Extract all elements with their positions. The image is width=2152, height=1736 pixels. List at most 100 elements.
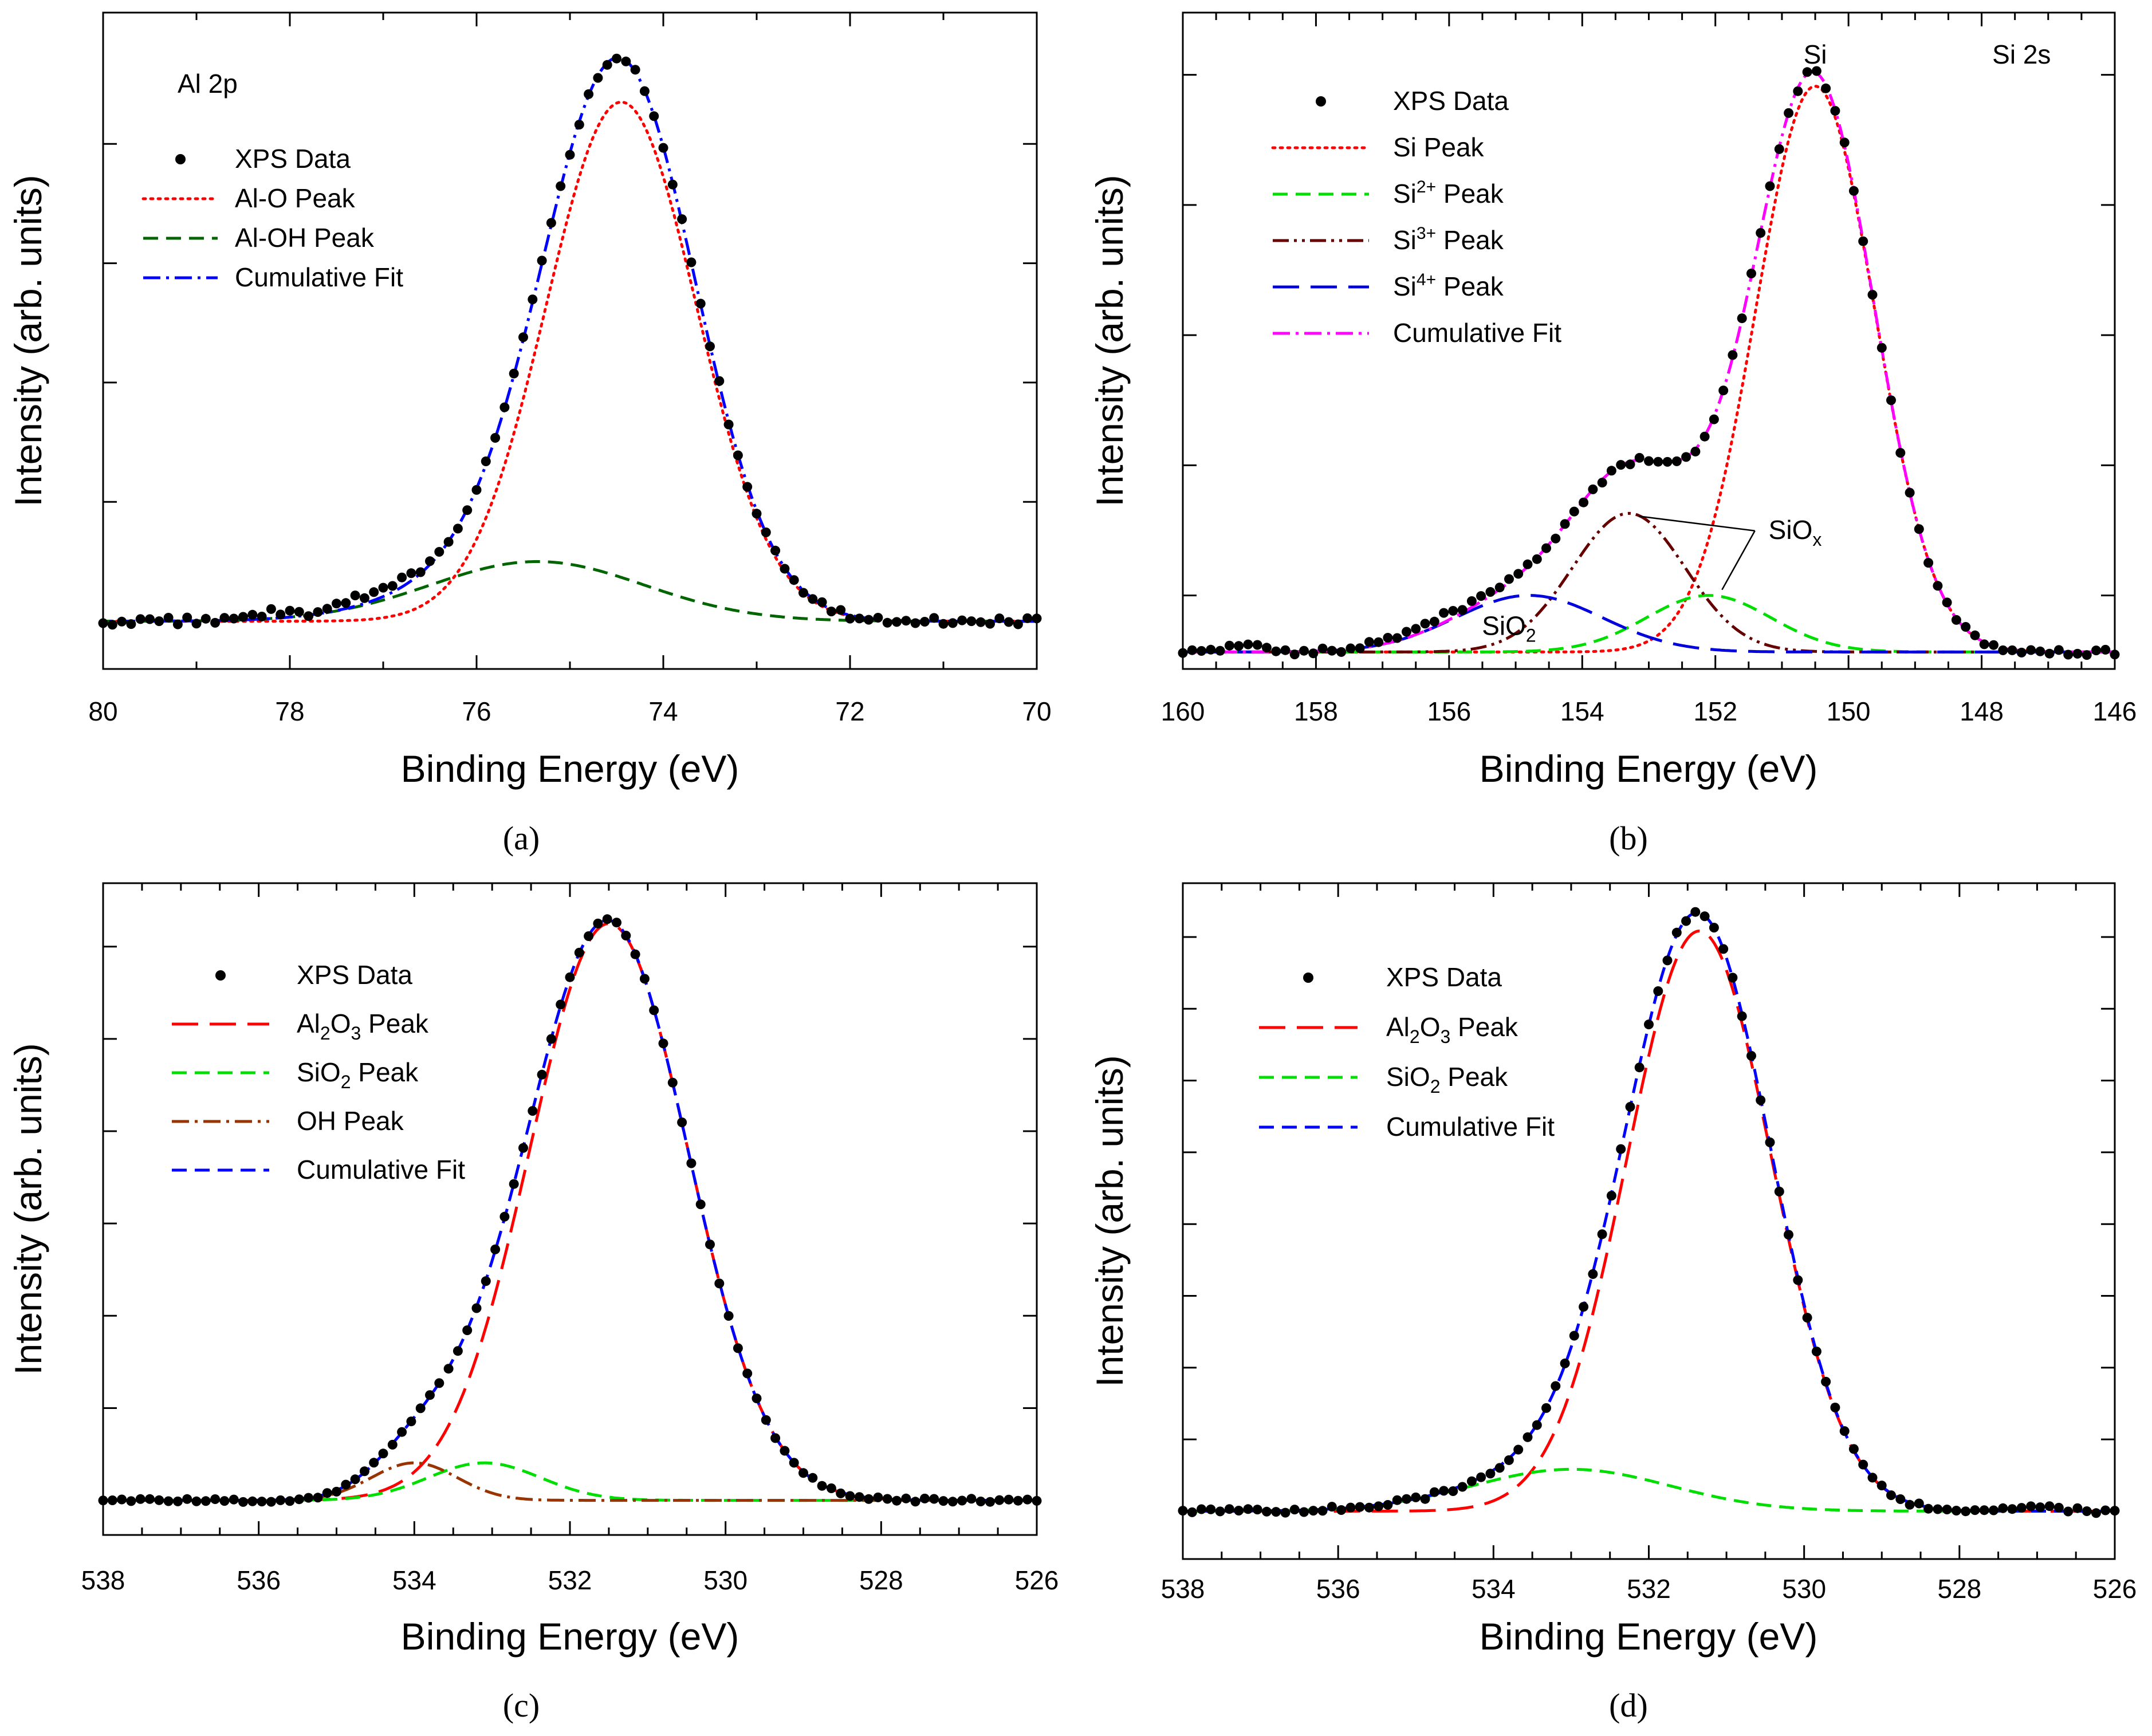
panel-b-xps-data-point bbox=[1289, 649, 1300, 660]
panel-b-xps-data-point bbox=[1522, 559, 1533, 569]
panel-c-legend-marker bbox=[215, 970, 226, 981]
panel-b-xps-data-point bbox=[1308, 648, 1319, 659]
panel-d-xps-data-point bbox=[1662, 955, 1673, 966]
panel-c-xps-data-point bbox=[817, 1481, 827, 1491]
panel-c-xps-data-point bbox=[518, 1143, 528, 1153]
panel-c-xps-data-point bbox=[126, 1496, 136, 1506]
panel-c-xps-data-point bbox=[266, 1497, 276, 1507]
panel-b-xps-data-point bbox=[1905, 487, 1915, 498]
panel-b-xps-data-point bbox=[1494, 582, 1505, 593]
panel-b-xps-data-point bbox=[1355, 643, 1365, 654]
panel-c-xps-data-point bbox=[836, 1488, 846, 1498]
panel-b-annotation: Si 2s bbox=[1992, 40, 2051, 69]
panel-b-xps-data-point bbox=[1346, 643, 1356, 654]
panel-a-xps-data-point bbox=[639, 86, 650, 96]
panel-a-xps-data-point bbox=[415, 567, 426, 577]
panel-d-xps-data-point bbox=[2053, 1502, 2064, 1513]
panel-b-xps-data-point bbox=[1970, 630, 1980, 640]
panel-d-xps-data-point bbox=[1625, 1102, 1635, 1112]
panel-a-xps-data-point bbox=[332, 599, 341, 609]
panel-d-xps-data-point bbox=[2072, 1503, 2083, 1513]
panel-c-xps-data-point bbox=[845, 1491, 855, 1501]
panel-c-xps-data-point bbox=[107, 1495, 117, 1505]
panel-d-xps-data-point bbox=[1466, 1476, 1477, 1486]
panel-b-chart: 160 158 156 154 152 150 148 146 Binding Energy (… bbox=[1088, 11, 2137, 790]
panel-c-xps-data-point bbox=[658, 1038, 668, 1049]
panel-b-xps-data-point bbox=[1402, 627, 1411, 637]
panel-b-xps-data-point bbox=[2110, 649, 2120, 660]
panel-a-xps-data-point bbox=[350, 591, 360, 601]
panel-a-xps-data-point bbox=[752, 509, 762, 519]
panel-b-xps-data-point bbox=[1429, 616, 1439, 627]
panel-c-x-axis-label: Binding Energy (eV) bbox=[401, 1615, 739, 1658]
panel-b-x-tick-label: 152 bbox=[1693, 696, 1737, 726]
panel-c-xps-data-point bbox=[546, 1034, 556, 1044]
panel-c-xps-data-point bbox=[117, 1494, 127, 1505]
panel-c-x-tick-label: 532 bbox=[548, 1565, 592, 1595]
panel-c-xps-data-point bbox=[481, 1276, 491, 1286]
panel-b-xps-data-point bbox=[1476, 591, 1486, 601]
panel-a-xps-data-point bbox=[126, 619, 136, 629]
panel-d-xps-data-point bbox=[1336, 1505, 1347, 1515]
panel-c-xps-data-point bbox=[313, 1493, 323, 1503]
panel-b-xps-data-point bbox=[1830, 106, 1840, 116]
panel-d-xps-data-point bbox=[1429, 1487, 1439, 1497]
panel-c-xps-data-point bbox=[854, 1492, 864, 1502]
panel-d-xps-data-point bbox=[1476, 1472, 1486, 1482]
panel-a-xps-data-point bbox=[546, 218, 556, 228]
panel-a-xps-data-point bbox=[873, 613, 883, 623]
panel-d-xps-data-point bbox=[1784, 1230, 1793, 1240]
panel-c-xps-data-point bbox=[172, 1496, 183, 1506]
panel-b-xps-data-point bbox=[1961, 622, 1971, 632]
panel-a-xps-data-point bbox=[808, 594, 818, 604]
panel-c-xps-data-point bbox=[574, 947, 584, 958]
panel-c-xps-data-point bbox=[462, 1325, 473, 1336]
panel-d-legend-label: Al2O3 Peak bbox=[1386, 1012, 1518, 1047]
panel-a-xps-data-point bbox=[593, 73, 603, 83]
panel-b-legend-label: Si3+ Peak bbox=[1393, 224, 1504, 255]
panel-b-xps-data-point bbox=[2072, 648, 2083, 659]
panel-a-xps-data-point bbox=[163, 613, 174, 623]
panel-d-xps-data-point bbox=[1448, 1486, 1458, 1496]
panel-d-xps-data-point bbox=[1839, 1426, 1850, 1436]
panel-b-xps-data-point bbox=[1206, 644, 1216, 655]
panel-d-x-tick-label: 526 bbox=[2093, 1574, 2137, 1604]
panel-c-xps-data-point bbox=[584, 931, 594, 941]
panel-d-xps-data-point bbox=[1737, 1011, 1747, 1021]
panel-a-xps-data-point bbox=[761, 528, 771, 537]
panel-b-xps-data-point bbox=[1317, 643, 1328, 654]
panel-a-legend-marker bbox=[175, 154, 186, 164]
panel-b-x-tick-label: 150 bbox=[1827, 696, 1871, 726]
panel-a-xps-data-point bbox=[854, 613, 864, 624]
panel-b-xps-data-point bbox=[1765, 181, 1775, 191]
panel-d-xps-data-point bbox=[2035, 1502, 2045, 1513]
panel-c-xps-data-point bbox=[733, 1343, 743, 1353]
panel-c-xps-data-point bbox=[808, 1473, 818, 1483]
panel-a-xps-data-point bbox=[985, 619, 995, 629]
panel-d-x-tick-label: 538 bbox=[1161, 1574, 1205, 1604]
panel-a-xps-data-point bbox=[378, 582, 388, 593]
panel-c-xps-data-point bbox=[929, 1494, 939, 1504]
panel-b-xps-data-point bbox=[1821, 83, 1831, 93]
panel-d-xps-data-point bbox=[1821, 1376, 1831, 1387]
panel-c-xps-data-point bbox=[677, 1117, 687, 1128]
panel-d-x-tick-label: 530 bbox=[1782, 1574, 1826, 1604]
panel-b-plot-frame bbox=[1182, 11, 2116, 670]
panel-b-xps-data-point bbox=[1756, 228, 1766, 238]
panel-d-xps-data-point bbox=[1811, 1347, 1821, 1357]
panel-c-xps-data-point bbox=[864, 1494, 874, 1504]
panel-b-peak-curve-0 bbox=[1181, 84, 2116, 654]
panel-c-xps-data-point bbox=[686, 1158, 697, 1168]
panel-c-xps-data-point bbox=[247, 1496, 258, 1506]
panel-a-x-tick-label: 80 bbox=[88, 696, 117, 726]
panel-d-x-tick-label: 528 bbox=[1937, 1574, 1981, 1604]
panel-a-legend-label: Cumulative Fit bbox=[235, 262, 403, 292]
panel-c-xps-data-point bbox=[406, 1416, 416, 1427]
panel-b-xps-data-point bbox=[1634, 452, 1645, 463]
panel-b-xps-data-point bbox=[1336, 647, 1347, 657]
panel-b-annotation: SiOx bbox=[1769, 515, 1822, 550]
panel-a-xps-data-point bbox=[107, 620, 117, 630]
panel-b-xps-data-point bbox=[2053, 645, 2064, 655]
panel-b-x-tick-label: 158 bbox=[1294, 696, 1338, 726]
